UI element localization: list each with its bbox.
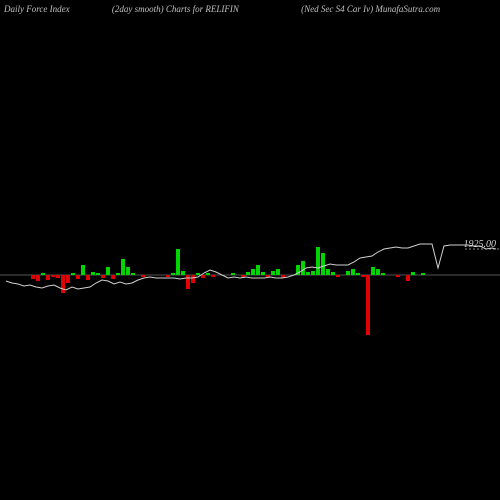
- price-axis-label: 1925.00: [464, 239, 497, 250]
- chart-svg: [0, 0, 500, 500]
- force-index-chart: [0, 0, 500, 500]
